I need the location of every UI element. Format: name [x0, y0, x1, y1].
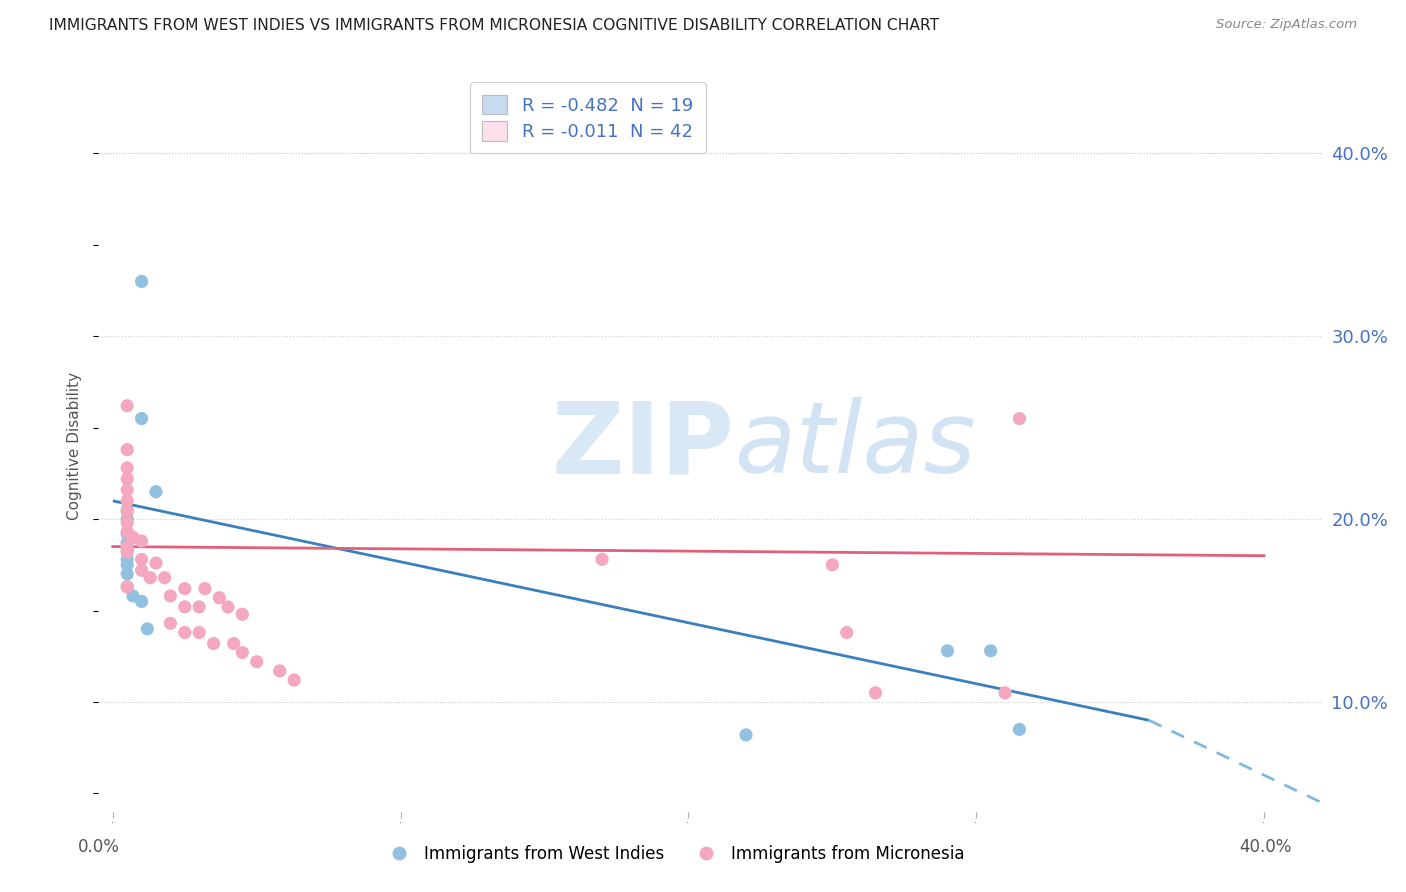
Point [173, 599, 195, 614]
Point [115, 494, 138, 508]
Point [115, 503, 138, 517]
Point [217, 599, 239, 614]
Point [115, 399, 138, 413]
Point [865, 686, 887, 700]
Point [122, 589, 145, 603]
Point [173, 582, 195, 596]
Text: ZIP: ZIP [551, 398, 734, 494]
Point [173, 625, 195, 640]
Point [131, 411, 153, 425]
Point [222, 636, 245, 650]
Point [283, 673, 305, 687]
Point [131, 552, 153, 566]
Point [159, 616, 181, 631]
Point [115, 567, 138, 582]
Point [269, 664, 291, 678]
Point [231, 646, 253, 660]
Point [115, 512, 138, 526]
Point [159, 589, 181, 603]
Point [115, 483, 138, 497]
Text: atlas: atlas [734, 398, 976, 494]
Point [591, 552, 613, 566]
Point [115, 442, 138, 457]
Y-axis label: Cognitive Disability: Cognitive Disability [67, 372, 83, 520]
Point [153, 571, 176, 585]
Point [115, 524, 138, 539]
Point [115, 580, 138, 594]
Point [1008, 723, 1031, 737]
Point [208, 591, 231, 605]
Point [115, 536, 138, 550]
Legend: Immigrants from West Indies, Immigrants from Micronesia: Immigrants from West Indies, Immigrants … [375, 838, 972, 869]
Point [115, 516, 138, 530]
Point [115, 545, 138, 559]
Point [122, 530, 145, 544]
Point [936, 644, 959, 658]
Point [994, 686, 1017, 700]
Text: Source: ZipAtlas.com: Source: ZipAtlas.com [1216, 18, 1357, 31]
Point [202, 636, 225, 650]
Point [115, 543, 138, 558]
Point [139, 571, 162, 585]
Point [115, 552, 138, 566]
Point [980, 644, 1002, 658]
Point [131, 563, 153, 577]
Point [115, 505, 138, 519]
Point [115, 472, 138, 486]
Point [231, 607, 253, 622]
Point [115, 558, 138, 572]
Point [188, 625, 211, 640]
Point [115, 580, 138, 594]
Point [115, 540, 138, 554]
Point [136, 622, 159, 636]
Point [246, 655, 269, 669]
Text: 0.0%: 0.0% [77, 838, 120, 856]
Text: IMMIGRANTS FROM WEST INDIES VS IMMIGRANTS FROM MICRONESIA COGNITIVE DISABILITY C: IMMIGRANTS FROM WEST INDIES VS IMMIGRANT… [49, 18, 939, 33]
Point [115, 526, 138, 541]
Point [145, 556, 167, 570]
Point [131, 594, 153, 608]
Point [1008, 411, 1031, 425]
Point [735, 728, 758, 742]
Point [115, 461, 138, 475]
Point [131, 534, 153, 549]
Point [131, 275, 153, 289]
Point [821, 558, 844, 572]
Point [145, 484, 167, 499]
Point [835, 625, 858, 640]
Point [188, 599, 211, 614]
Text: 40.0%: 40.0% [1239, 838, 1292, 856]
Point [194, 582, 217, 596]
